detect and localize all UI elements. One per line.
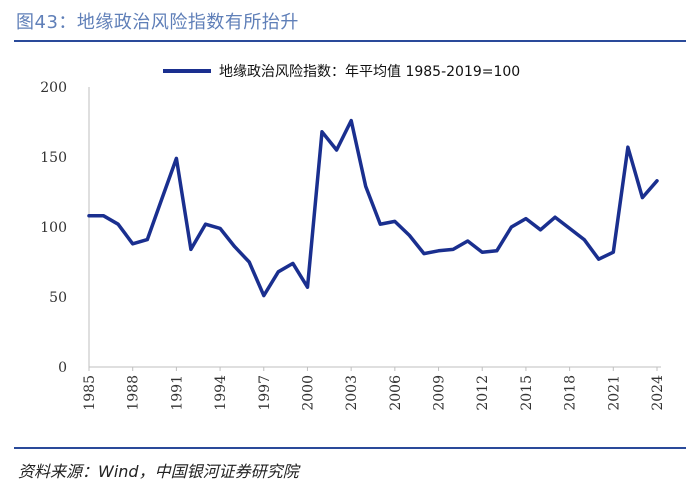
legend-label: 地缘政治风险指数：年平均值 1985-2019=100 [219, 64, 520, 80]
figure-title: 图43：地缘政治风险指数有所抬升 [16, 12, 299, 33]
footer-divider [14, 447, 686, 449]
y-tick-label: 0 [58, 360, 67, 376]
y-tick-label: 100 [40, 220, 67, 236]
x-tick-label: 2012 [475, 375, 491, 411]
x-tick-label: 1991 [169, 375, 185, 411]
x-tick-label: 1988 [126, 375, 142, 411]
x-tick-label: 2009 [432, 375, 448, 411]
y-axis-ticks: 0 50 100 150 200 [40, 80, 67, 376]
x-tick-label: 2015 [519, 375, 535, 411]
source-note: 资料来源：Wind，中国银河证券研究院 [18, 462, 299, 481]
title-divider [14, 40, 686, 42]
x-tick-label: 1985 [82, 375, 98, 411]
series-line [87, 118, 659, 298]
chart-axes [88, 87, 661, 368]
x-tick-label: 2018 [563, 375, 579, 411]
x-tick-label: 1994 [213, 375, 229, 411]
x-tick-label: 1997 [257, 375, 273, 411]
chart-legend: 地缘政治风险指数：年平均值 1985-2019=100 [163, 64, 520, 80]
y-tick-label: 150 [40, 150, 67, 166]
x-tick-label: 2024 [650, 375, 666, 411]
series-group [87, 118, 659, 298]
y-tick-label: 200 [40, 80, 67, 96]
x-tick-label: 2000 [300, 375, 316, 411]
y-tick-label: 50 [49, 290, 67, 306]
x-axis-ticks: 1985 1988 1991 1994 1997 2000 2003 2006 2009 2012… [82, 367, 666, 411]
x-tick-label: 2006 [388, 375, 404, 411]
x-tick-label: 2021 [606, 375, 622, 411]
x-tick-label: 2003 [344, 375, 360, 411]
